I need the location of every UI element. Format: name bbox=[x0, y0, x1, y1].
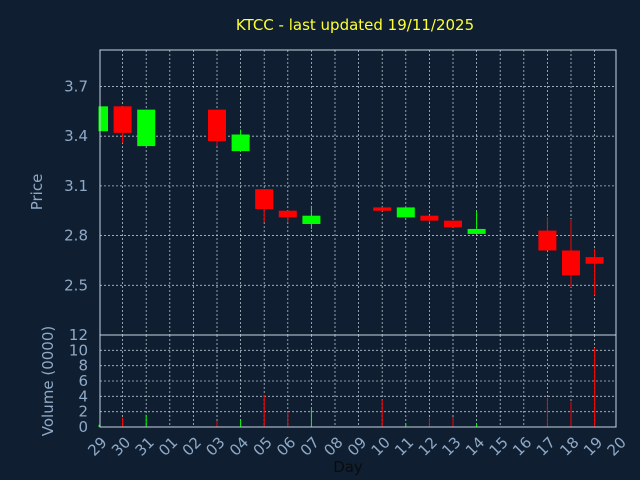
candle bbox=[137, 109, 156, 147]
volume-tick-label: 10 bbox=[69, 341, 88, 359]
price-tick-label: 2.8 bbox=[64, 227, 88, 245]
candle-body bbox=[302, 215, 321, 224]
candle-body bbox=[231, 134, 250, 152]
x-tick-labels: 2930310102030405060708091011121314151617… bbox=[84, 433, 629, 459]
price-axis-label: Price bbox=[28, 174, 46, 211]
volume-tick-label: 6 bbox=[78, 372, 88, 390]
candle-body bbox=[538, 230, 557, 251]
candle bbox=[255, 189, 274, 223]
candle bbox=[396, 207, 415, 218]
candle-body bbox=[373, 207, 392, 211]
candle bbox=[98, 106, 108, 132]
chart-title: KTCC - last updated 19/11/2025 bbox=[236, 16, 474, 34]
volume-tick-label: 4 bbox=[78, 387, 88, 405]
candle-body bbox=[100, 106, 108, 132]
price-plot-area bbox=[100, 50, 616, 335]
candle-body bbox=[444, 220, 462, 228]
candles bbox=[98, 106, 604, 296]
candle bbox=[562, 219, 580, 287]
candle-body bbox=[467, 228, 486, 234]
candle-body bbox=[562, 250, 580, 276]
volume-axis-label: Volume (0000) bbox=[39, 326, 57, 436]
candle-body bbox=[585, 257, 604, 264]
price-tick-label: 3.1 bbox=[64, 177, 88, 195]
price-panel: 3.7 3.4 3.1 2.8 2.5 Price bbox=[28, 49, 617, 336]
candle bbox=[444, 220, 462, 228]
candle bbox=[373, 207, 392, 211]
candle-body bbox=[208, 109, 226, 142]
candle bbox=[467, 210, 486, 234]
candle-body bbox=[113, 106, 132, 133]
candle bbox=[420, 215, 439, 223]
price-tick-labels: 3.7 3.4 3.1 2.8 2.5 bbox=[64, 77, 88, 294]
price-tick-label: 3.4 bbox=[64, 127, 88, 145]
candle bbox=[208, 109, 226, 147]
volume-tick-label: 0 bbox=[78, 418, 88, 436]
candle-body bbox=[420, 215, 439, 221]
price-tick-label: 3.7 bbox=[64, 77, 88, 95]
volume-tick-label: 2 bbox=[78, 403, 88, 421]
candle bbox=[231, 129, 250, 152]
price-grid bbox=[100, 50, 616, 335]
volume-frame bbox=[99, 334, 617, 428]
candle-body bbox=[137, 109, 156, 147]
candle bbox=[302, 205, 321, 229]
price-tick-label: 2.5 bbox=[64, 276, 88, 294]
candle bbox=[278, 210, 297, 223]
candle-body bbox=[396, 207, 415, 218]
candle bbox=[585, 248, 604, 296]
candle bbox=[113, 106, 132, 143]
candle bbox=[538, 217, 557, 251]
volume-bars bbox=[98, 348, 596, 427]
x-axis-label: Day bbox=[333, 458, 363, 476]
volume-tick-label: 12 bbox=[69, 326, 88, 344]
candle-body bbox=[255, 189, 274, 210]
candle-body bbox=[278, 210, 297, 218]
volume-tick-label: 8 bbox=[78, 357, 88, 375]
